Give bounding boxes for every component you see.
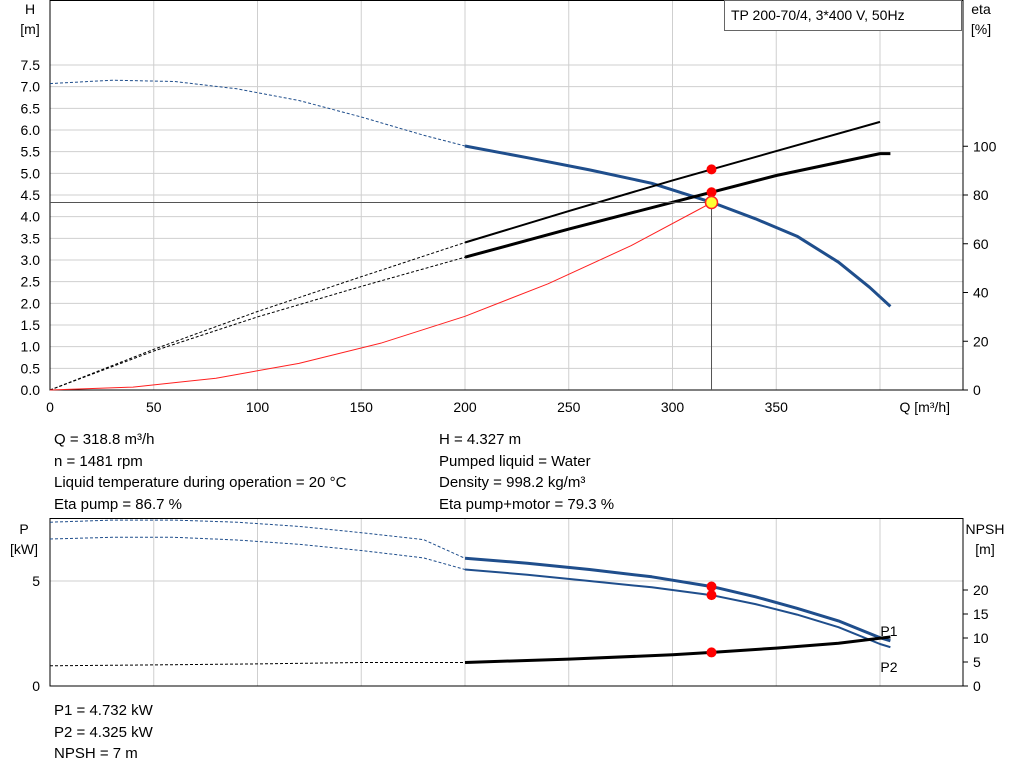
series-label-p2: P2	[880, 659, 897, 675]
y-axis-label: H	[25, 1, 35, 17]
info-head: H = 4.327 m	[439, 431, 522, 448]
info-eta-pump-motor: Eta pump+motor = 79.3 %	[439, 495, 615, 513]
y-tick-label: 2.5	[21, 274, 41, 290]
curve-P2	[464, 568, 891, 649]
y-tick-label: 7.0	[21, 79, 41, 95]
info-density: Density = 998.2 kg/m³	[439, 474, 586, 491]
y-tick-label: 4.0	[21, 209, 41, 225]
chart-title: TP 200-70/4, 3*400 V, 50Hz	[731, 7, 905, 23]
pump-curve-chart: 0 50 100 150 200 250 300 3500.00.51.01.52.02.53…	[20, 0, 997, 415]
title-box	[724, 0, 962, 31]
info-pumped-liquid: Pumped liquid = Water	[439, 452, 591, 470]
y-tick-label: 1.0	[21, 339, 41, 355]
plot-frame	[49, 518, 964, 687]
duty-info-left: Q = 318.8 m³/h n = 1481 rpm Liquid tempe…	[54, 429, 346, 515]
curve-P2-extrapolated	[49, 536, 466, 570]
info-p2: P2 = 4.325 kW	[54, 723, 153, 741]
y-tick-label: 3.0	[21, 252, 41, 268]
curve-NPSH-extrapolated	[49, 662, 465, 667]
y2-tick-label: 0	[973, 382, 981, 398]
y2-axis-label: NPSH	[966, 521, 1005, 537]
y-tick-label: 5	[32, 573, 40, 589]
marker-eta-pump	[706, 164, 717, 175]
y2-tick-label: 100	[973, 138, 997, 154]
curve-eta-pump-extrapolated	[49, 242, 466, 391]
marker-P2	[706, 590, 717, 601]
y2-axis-unit: [%]	[971, 21, 991, 37]
curve-eta-pump-motor	[464, 152, 891, 259]
power-info: P1 = 4.732 kW P2 = 4.325 kW NPSH = 7 m	[54, 700, 153, 765]
y-tick-label: 7.5	[21, 57, 41, 73]
y-tick-label: 2.0	[21, 295, 41, 311]
y2-tick-label: 15	[973, 606, 989, 622]
curve-system-curve	[49, 202, 713, 391]
y2-axis-unit: [m]	[975, 541, 994, 557]
duty-point-marker	[704, 195, 719, 210]
info-liquid-temperature: Liquid temperature during operation = 20…	[54, 474, 347, 491]
y2-tick-label: 20	[973, 582, 989, 598]
y-tick-label: 6.0	[21, 122, 41, 138]
y-tick-label: 0.0	[21, 382, 41, 398]
curve-H	[464, 144, 892, 308]
y2-tick-label: 5	[973, 654, 981, 670]
y2-axis-label: eta	[971, 1, 991, 17]
info-p1: P1 = 4.732 kW	[54, 702, 153, 719]
curve-NPSH	[464, 635, 891, 664]
info-eta-pump: Eta pump = 86.7 %	[54, 495, 182, 513]
curve-H-extrapolated	[49, 79, 466, 147]
marker-eta-pump-motor	[706, 187, 717, 198]
x-tick-label: 50	[146, 399, 162, 415]
y-tick-label: 0.5	[21, 360, 41, 376]
y2-tick-label: 80	[973, 187, 989, 203]
x-tick-label: 0	[46, 399, 54, 415]
x-tick-label: 300	[661, 399, 685, 415]
y-axis-label: P	[19, 521, 28, 537]
duty-info-right: H = 4.327 m Pumped liquid = Water Densit…	[439, 429, 614, 515]
power-npsh-chart: 0 5 0 5 10 15 20 P [kW] NPSH [m] P1 P2	[10, 518, 1005, 694]
marker-P1	[706, 581, 717, 592]
y2-tick-label: 10	[973, 630, 989, 646]
x-tick-label: 100	[246, 399, 270, 415]
y-axis-unit: [m]	[20, 21, 39, 37]
info-flow: Q = 318.8 m³/h	[54, 431, 155, 448]
info-npsh: NPSH = 7 m	[54, 745, 138, 762]
y-tick-label: 6.5	[21, 100, 41, 116]
x-tick-label: 200	[453, 399, 477, 415]
y-tick-label: 3.5	[21, 230, 41, 246]
curve-eta-pump	[464, 120, 881, 244]
y-tick-label: 5.5	[21, 144, 41, 160]
x-tick-label: 150	[350, 399, 374, 415]
y-tick-label: 4.5	[21, 187, 41, 203]
y-tick-label: 1.5	[21, 317, 41, 333]
y-axis-unit: [kW]	[10, 541, 38, 557]
x-tick-label: 350	[765, 399, 789, 415]
curve-P1	[464, 556, 891, 643]
info-speed: n = 1481 rpm	[54, 452, 143, 470]
curve-eta-pump-motor-extrapolated	[49, 256, 466, 391]
series-label-p1: P1	[880, 623, 897, 639]
y-tick-label: 0	[32, 678, 40, 694]
x-tick-label: 250	[557, 399, 581, 415]
curve-P1-extrapolated	[49, 519, 466, 559]
y2-tick-label: 40	[973, 285, 989, 301]
y2-tick-label: 0	[973, 678, 981, 694]
x-axis-label: Q [m³/h]	[899, 399, 950, 415]
y2-tick-label: 20	[973, 333, 989, 349]
y-tick-label: 5.0	[21, 165, 41, 181]
marker-NPSH	[706, 647, 717, 658]
y2-tick-label: 60	[973, 236, 989, 252]
